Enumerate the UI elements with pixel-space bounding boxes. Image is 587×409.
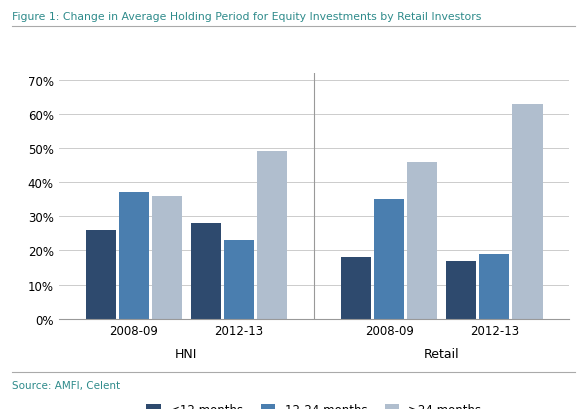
Legend: <12 months, 12-24 months, >24 months: <12 months, 12-24 months, >24 months bbox=[141, 398, 487, 409]
Text: Source: AMFI, Celent: Source: AMFI, Celent bbox=[12, 380, 120, 390]
Text: Figure 1: Change in Average Holding Period for Equity Investments by Retail Inve: Figure 1: Change in Average Holding Peri… bbox=[12, 12, 481, 22]
Bar bbox=[86, 230, 116, 319]
Bar bbox=[341, 258, 372, 319]
Bar bbox=[224, 240, 254, 319]
Bar bbox=[191, 224, 221, 319]
Bar bbox=[151, 196, 182, 319]
Bar bbox=[119, 193, 149, 319]
Bar bbox=[407, 162, 437, 319]
Text: Retail: Retail bbox=[424, 347, 460, 360]
Text: HNI: HNI bbox=[175, 347, 198, 360]
Bar bbox=[446, 261, 477, 319]
Bar bbox=[479, 254, 510, 319]
Bar bbox=[374, 200, 404, 319]
Bar bbox=[512, 104, 542, 319]
Bar bbox=[257, 152, 287, 319]
